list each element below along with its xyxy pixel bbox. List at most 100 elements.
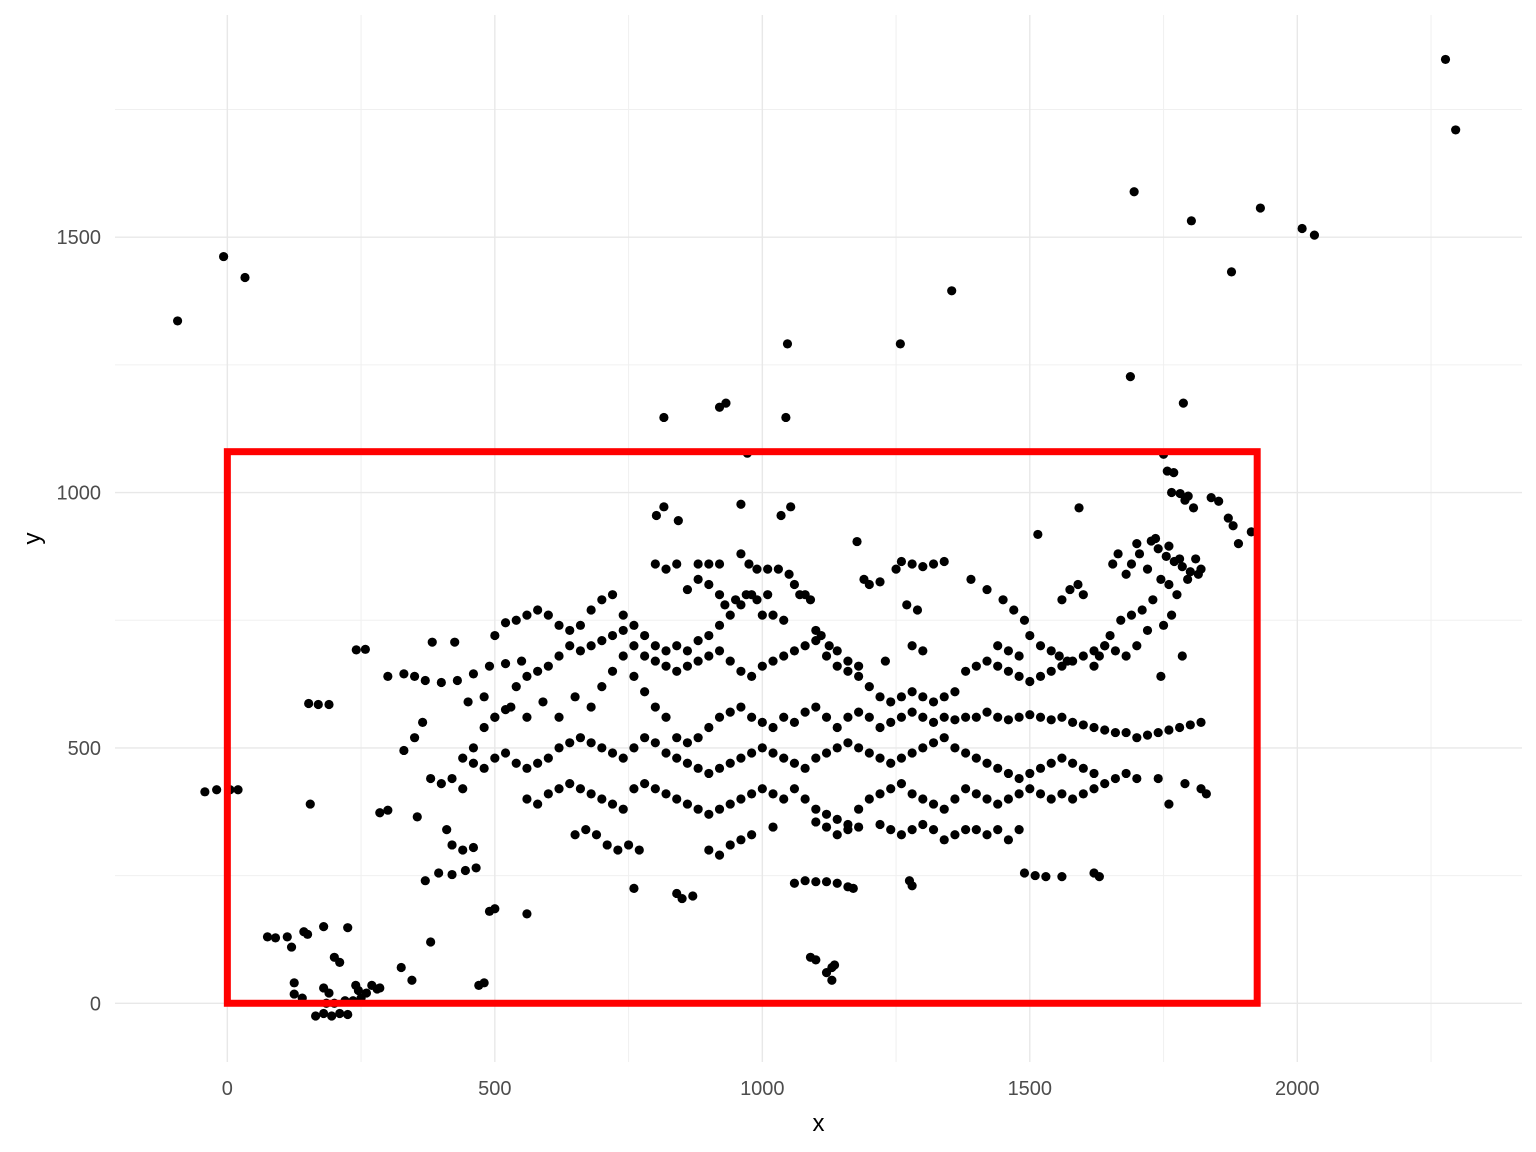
data-point — [993, 641, 1003, 651]
data-point — [714, 712, 725, 722]
data-point — [720, 600, 730, 610]
data-point — [811, 804, 821, 814]
data-point — [757, 610, 767, 620]
data-point — [554, 620, 564, 630]
data-point — [172, 316, 183, 326]
data-point — [704, 845, 714, 855]
data-point — [1078, 590, 1088, 600]
data-point — [1142, 730, 1153, 740]
data-point — [597, 794, 607, 804]
data-point — [1025, 784, 1035, 794]
data-point — [500, 659, 511, 669]
data-point — [939, 692, 949, 702]
data-point — [971, 789, 981, 799]
data-point — [779, 615, 789, 625]
data-point — [939, 712, 949, 722]
data-point — [725, 799, 735, 809]
data-point — [832, 830, 842, 840]
data-point — [460, 865, 471, 876]
data-point — [586, 641, 596, 651]
data-point — [313, 699, 323, 710]
data-point — [1113, 549, 1123, 559]
data-point — [1105, 630, 1115, 641]
x-axis-title: x — [813, 1110, 825, 1137]
data-point — [1003, 666, 1014, 676]
data-point — [672, 666, 682, 676]
data-point — [618, 610, 628, 620]
data-point — [640, 630, 650, 641]
data-point — [1180, 495, 1190, 505]
data-point — [436, 677, 446, 688]
data-point — [982, 830, 992, 840]
data-point — [1148, 595, 1158, 605]
data-point — [721, 398, 731, 408]
data-point — [1156, 671, 1166, 681]
data-point — [262, 932, 273, 942]
data-point — [779, 651, 789, 661]
data-point — [506, 702, 516, 712]
data-point — [886, 758, 896, 768]
data-point — [399, 669, 409, 679]
data-point — [704, 768, 714, 779]
data-point — [565, 625, 575, 636]
data-point — [875, 722, 885, 733]
data-point — [650, 738, 660, 748]
data-point — [383, 671, 393, 681]
data-point — [829, 960, 840, 970]
data-point — [1035, 671, 1046, 681]
data-point — [351, 645, 361, 655]
data-point — [1164, 541, 1174, 551]
data-point — [725, 707, 735, 717]
data-point — [538, 697, 548, 707]
data-point — [1110, 646, 1121, 656]
data-point — [1132, 641, 1142, 651]
data-point — [854, 671, 864, 681]
data-point — [886, 784, 896, 794]
data-point — [714, 559, 725, 569]
data-point — [891, 564, 901, 574]
data-point — [1228, 521, 1238, 531]
data-point — [961, 666, 971, 676]
data-point — [1153, 773, 1163, 784]
data-point — [1132, 733, 1142, 743]
data-point — [1440, 54, 1451, 65]
data-point — [240, 272, 250, 283]
data-point — [575, 733, 586, 743]
data-point — [1033, 529, 1043, 540]
data-point — [682, 799, 693, 809]
data-point — [789, 784, 800, 794]
y-tick-label: 1000 — [57, 483, 102, 505]
data-point — [581, 825, 591, 835]
data-point — [928, 825, 939, 835]
data-point — [418, 717, 428, 727]
data-point — [1078, 651, 1088, 661]
data-point — [1057, 753, 1067, 763]
data-point — [1068, 758, 1078, 768]
data-point — [1132, 539, 1142, 549]
data-point — [533, 605, 543, 615]
data-point — [1089, 768, 1099, 779]
data-point — [1009, 605, 1019, 615]
data-point — [434, 868, 444, 878]
data-point — [747, 671, 757, 681]
data-point — [886, 717, 896, 727]
data-point — [1137, 605, 1147, 615]
data-point — [1153, 544, 1163, 554]
data-point — [821, 712, 832, 722]
data-point — [704, 559, 714, 569]
data-point — [1121, 569, 1131, 579]
data-point — [1110, 727, 1121, 738]
data-point — [602, 840, 612, 850]
data-point — [661, 564, 671, 574]
data-point — [682, 584, 693, 595]
data-point — [522, 610, 532, 620]
data-point — [543, 789, 553, 799]
data-point — [763, 564, 773, 574]
data-point — [1014, 789, 1024, 799]
data-point — [998, 595, 1008, 605]
data-point — [1014, 825, 1024, 835]
data-point — [768, 748, 778, 758]
data-point — [1035, 763, 1046, 773]
data-point — [426, 937, 436, 947]
data-point — [827, 975, 837, 985]
